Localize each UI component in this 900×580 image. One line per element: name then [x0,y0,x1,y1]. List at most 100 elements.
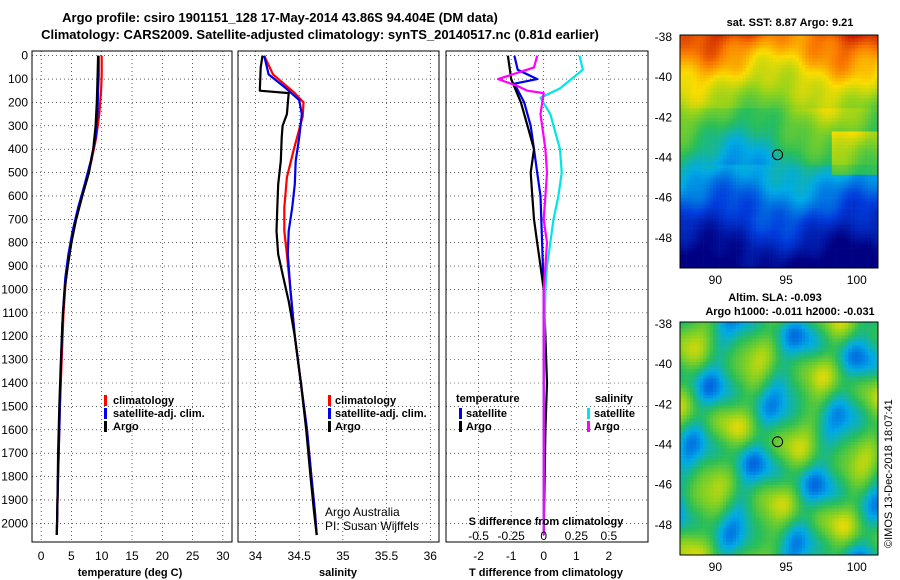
heatmap-cell [798,168,803,172]
heatmap-cell [848,181,852,186]
heatmap-cell [762,174,767,179]
heatmap-cell [821,341,826,346]
heatmap-cell [848,341,852,346]
heatmap-cell [699,124,704,129]
heatmap-cell [713,351,717,356]
heatmap-cell [732,204,737,209]
heatmap-cell [792,224,796,229]
heatmap-cell [841,104,846,109]
heatmap-cell [835,168,839,172]
heatmap-cell [726,144,730,149]
heatmap-cell [828,241,833,245]
heatmap-cell [722,38,727,42]
heatmap-cell [868,328,872,333]
heatmap-cell [703,238,707,242]
heatmap-cell [841,218,846,222]
heatmap-cell [818,178,823,182]
heatmap-cell [722,325,727,329]
heatmap-cell [742,211,747,216]
heatmap-cell [759,151,763,156]
heatmap-cell [798,201,803,206]
heatmap-cell [683,98,687,102]
heatmap-cell [752,214,757,219]
heatmap-cell [854,108,859,112]
heatmap-cell [805,198,809,202]
heatmap-cell [815,61,819,66]
heatmap-cell [726,91,730,96]
heatmap-cell [742,345,747,349]
heatmap-cell [812,234,816,239]
heatmap-cell [868,121,872,126]
heatmap-cell [680,218,684,222]
heatmap-cell [775,191,780,196]
heatmap-cell [716,54,720,59]
heatmap-cell [716,248,720,252]
heatmap-cell [845,84,849,89]
heatmap-cell [845,254,849,259]
heatmap-cell [835,154,839,159]
heatmap-cell [782,322,786,326]
heatmap-cell [851,208,856,212]
heatmap-cell [861,38,866,42]
heatmap-cell [736,261,740,265]
heatmap-cell [782,88,786,92]
heatmap-cell [703,248,707,252]
heatmap-cell [755,328,760,333]
heatmap-cell [706,171,710,176]
heatmap-cell [818,335,823,339]
heatmap-cell [713,345,717,349]
heatmap-cell [749,161,753,166]
heatmap-cell [788,325,793,329]
heatmap-cell [732,251,737,255]
heatmap-cell [845,121,849,126]
heatmap-cell [808,261,813,265]
heatmap-cell [749,338,753,343]
heatmap-cell [729,338,734,343]
heatmap-cell [775,74,780,79]
heatmap-cell [749,61,753,66]
heatmap-cell [722,251,727,255]
heatmap-cell [874,258,879,262]
heatmap-cell [713,158,717,162]
heatmap-cell [680,64,684,69]
heatmap-cell [693,261,697,265]
heatmap-cell [782,35,786,39]
heatmap-cell [808,171,813,176]
heatmap-cell [841,188,846,192]
heatmap-cell [713,91,717,96]
heatmap-cell [854,208,859,212]
x-tick-label: 34 [249,549,263,563]
heatmap-cell [798,208,803,212]
heatmap-cell [835,174,839,179]
heatmap-cell [815,144,819,149]
heatmap-cell [703,198,707,202]
heatmap-cell [696,81,701,86]
heatmap-cell [792,128,796,132]
heatmap-cell [779,234,783,239]
heatmap-cell [680,181,684,186]
heatmap-cell [729,322,734,326]
heatmap-cell [788,84,793,89]
heatmap-cell [802,44,806,49]
heatmap-cell [851,151,856,156]
heatmap-cell [772,94,776,99]
heatmap-cell [858,44,862,49]
heatmap-cell [716,104,720,109]
heatmap-cell [864,124,869,129]
heatmap-cell [779,331,783,336]
heatmap-cell [845,64,849,69]
heatmap-cell [689,198,694,202]
heatmap-cell [818,154,823,159]
heatmap-cell [808,174,813,179]
heatmap-cell [782,208,786,212]
lat-tick-label: -38 [655,30,673,44]
heatmap-cell [795,161,800,166]
heatmap-cell [765,211,770,216]
heatmap-cell [693,131,697,136]
heatmap-cell [871,335,875,339]
heatmap-cell [802,261,806,265]
heatmap-cell [871,258,875,262]
heatmap-cell [782,168,786,172]
heatmap-cell [706,108,710,112]
heatmap-cell [769,194,773,199]
